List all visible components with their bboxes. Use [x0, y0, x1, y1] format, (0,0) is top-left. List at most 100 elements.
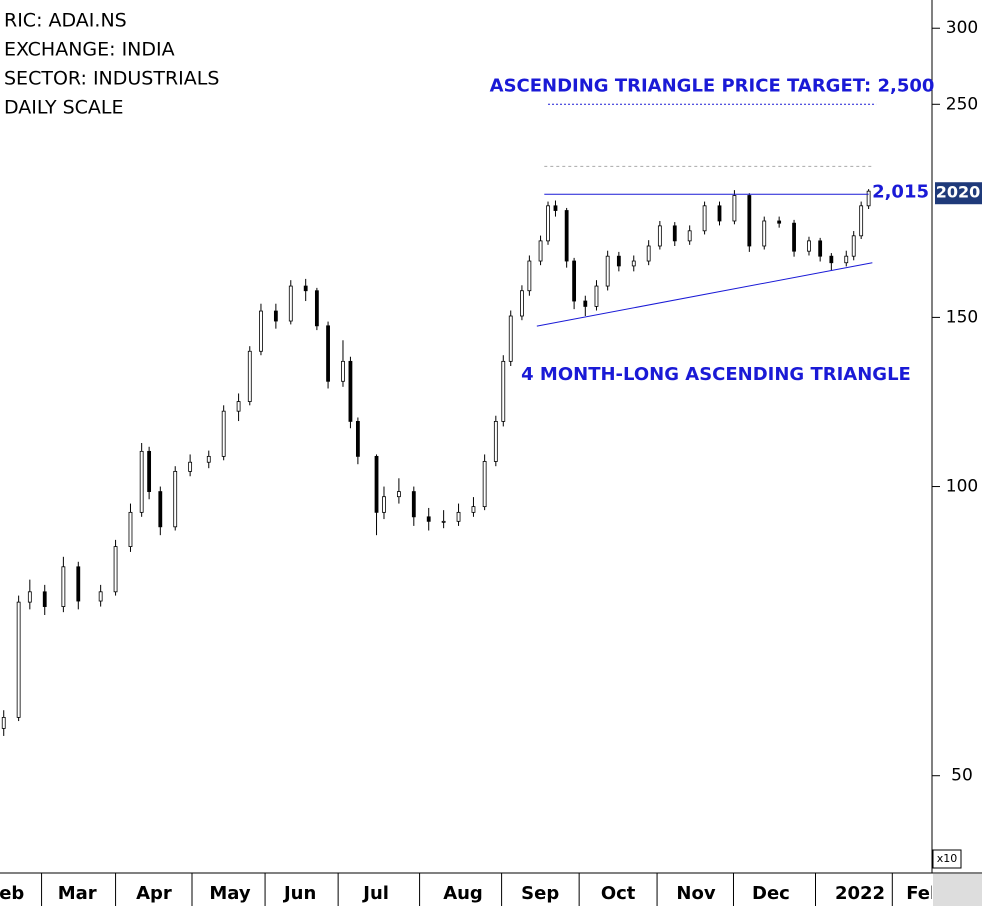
candle-body	[471, 506, 476, 513]
candle-body	[273, 310, 278, 322]
candle-body	[732, 195, 737, 222]
y-tick-label: 250	[946, 94, 978, 114]
candle-body	[206, 455, 211, 463]
candle-body	[527, 260, 532, 292]
candle-body	[374, 455, 379, 513]
candle-body	[247, 350, 252, 402]
pattern-label: 4 MONTH-LONG ASCENDING TRIANGLE	[521, 364, 911, 385]
header: RIC: ADAI.NS EXCHANGE: INDIA SECTOR: INDUS…	[4, 10, 219, 119]
header-line: RIC: ADAI.NS	[4, 10, 127, 32]
candle-body	[221, 410, 226, 457]
candle-body	[747, 195, 752, 247]
candle-body	[807, 240, 811, 252]
axis-multiplier: x10	[937, 852, 958, 865]
candle-body	[303, 285, 308, 292]
support-line	[536, 262, 873, 327]
candle-body	[605, 255, 610, 287]
candle-body	[355, 421, 360, 457]
y-tick-label: 100	[946, 477, 978, 497]
candle-body	[27, 591, 32, 603]
candle-body	[702, 205, 707, 232]
header-line: SECTOR: INDUSTRIALS	[4, 68, 219, 90]
candle-body	[594, 285, 599, 307]
x-tick-label: Mar	[58, 883, 97, 904]
candle-body	[147, 450, 152, 492]
candle-body	[382, 496, 386, 513]
candle-body	[762, 220, 767, 247]
candle-body	[818, 240, 823, 257]
x-tick-label: Dec	[752, 883, 790, 904]
candle-body	[482, 461, 487, 508]
candle-body	[508, 315, 513, 362]
candle-body	[777, 220, 782, 224]
header-line: DAILY SCALE	[4, 97, 124, 119]
x-tick-label: Apr	[136, 883, 172, 904]
candle-body	[493, 421, 498, 462]
candle-body	[616, 255, 621, 267]
candle-body	[16, 601, 21, 718]
candle-body	[672, 225, 677, 242]
x-tick-label: Feb	[0, 883, 24, 904]
candle-body	[546, 205, 550, 242]
candle-body	[687, 230, 692, 242]
x-tick-label: Jul	[361, 883, 389, 904]
x-tick-label: Feb	[906, 883, 943, 904]
candle-body	[42, 591, 47, 607]
candle-body	[348, 360, 353, 422]
candle-body	[288, 285, 293, 322]
candle-body	[426, 516, 431, 522]
candle-body	[326, 325, 330, 382]
x-tick-label: Sep	[521, 883, 559, 904]
x-labels: Feb Mar Apr May Jun Jul Aug Sep Oct Nov Dec 2022 Feb	[0, 873, 943, 906]
candle-body	[139, 450, 144, 513]
plot-area	[1, 103, 877, 736]
y-tick-label: 150	[946, 307, 978, 327]
candle-body	[341, 360, 345, 382]
candle-body	[631, 260, 636, 267]
candle-body	[657, 225, 662, 247]
candle-body	[572, 260, 577, 302]
candle-body	[173, 470, 178, 528]
header-line: EXCHANGE: INDIA	[4, 39, 175, 61]
candle-body	[158, 491, 163, 528]
candle-body	[844, 255, 849, 264]
y-tick-label: 50	[951, 766, 973, 786]
candle-body	[538, 240, 543, 262]
candle-body	[717, 205, 722, 222]
x-tick-label: Aug	[443, 883, 483, 904]
x-tick-label: Nov	[676, 883, 715, 904]
candle-body	[564, 210, 569, 262]
candle-body	[456, 511, 461, 522]
candle-body	[259, 310, 263, 352]
last-price-label: 2020	[936, 183, 981, 202]
candle-body	[396, 491, 401, 498]
candle-body	[314, 290, 319, 327]
candle-body	[188, 461, 193, 472]
candle-body	[851, 235, 856, 257]
corner-box	[933, 874, 982, 906]
candle-body	[583, 300, 588, 307]
x-tick-label: May	[209, 883, 251, 904]
x-tick-label: Oct	[601, 883, 636, 904]
target-label: ASCENDING TRIANGLE PRICE TARGET: 2,500	[490, 75, 935, 96]
candle-body	[501, 360, 506, 422]
price-label: 2,015	[872, 181, 929, 202]
candle-body	[441, 520, 446, 523]
candle-body	[411, 491, 416, 518]
candle-body	[829, 255, 834, 264]
candle-body	[61, 566, 66, 607]
candle-body	[553, 205, 558, 211]
candle-body	[520, 290, 524, 317]
candle-body	[236, 401, 241, 412]
candle-body	[98, 591, 103, 602]
candle-body	[859, 205, 864, 237]
candle-body	[646, 245, 651, 262]
multiplier-box	[932, 849, 962, 869]
candle-body	[76, 566, 81, 602]
x-tick-label: 2022	[835, 883, 885, 904]
candle-body	[113, 546, 118, 593]
candle-body	[128, 511, 133, 547]
